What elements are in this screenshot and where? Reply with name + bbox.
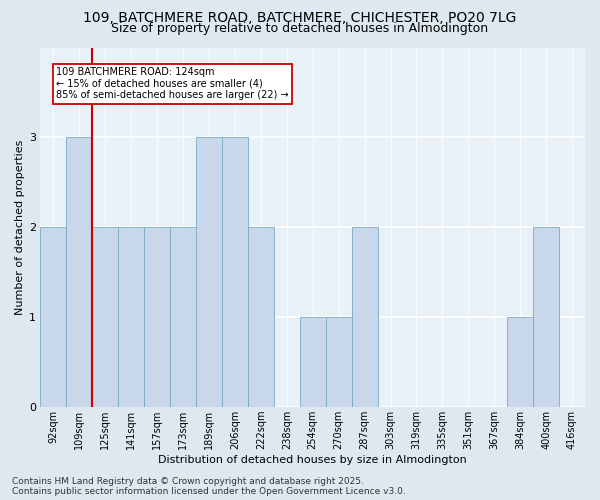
Bar [222, 138, 248, 407]
Bar [92, 228, 118, 407]
Bar [507, 318, 533, 407]
Bar [144, 228, 170, 407]
X-axis label: Distribution of detached houses by size in Almodington: Distribution of detached houses by size … [158, 455, 467, 465]
Text: 109 BATCHMERE ROAD: 124sqm
← 15% of detached houses are smaller (4)
85% of semi-: 109 BATCHMERE ROAD: 124sqm ← 15% of deta… [56, 68, 289, 100]
Bar [352, 228, 377, 407]
Text: 109, BATCHMERE ROAD, BATCHMERE, CHICHESTER, PO20 7LG: 109, BATCHMERE ROAD, BATCHMERE, CHICHEST… [83, 11, 517, 25]
Text: Size of property relative to detached houses in Almodington: Size of property relative to detached ho… [112, 22, 488, 35]
Bar [196, 138, 222, 407]
Bar [248, 228, 274, 407]
Bar [40, 228, 67, 407]
Bar [300, 318, 326, 407]
Bar [170, 228, 196, 407]
Text: Contains HM Land Registry data © Crown copyright and database right 2025.
Contai: Contains HM Land Registry data © Crown c… [12, 476, 406, 496]
Bar [118, 228, 144, 407]
Bar [326, 318, 352, 407]
Y-axis label: Number of detached properties: Number of detached properties [15, 140, 25, 315]
Bar [67, 138, 92, 407]
Bar [533, 228, 559, 407]
